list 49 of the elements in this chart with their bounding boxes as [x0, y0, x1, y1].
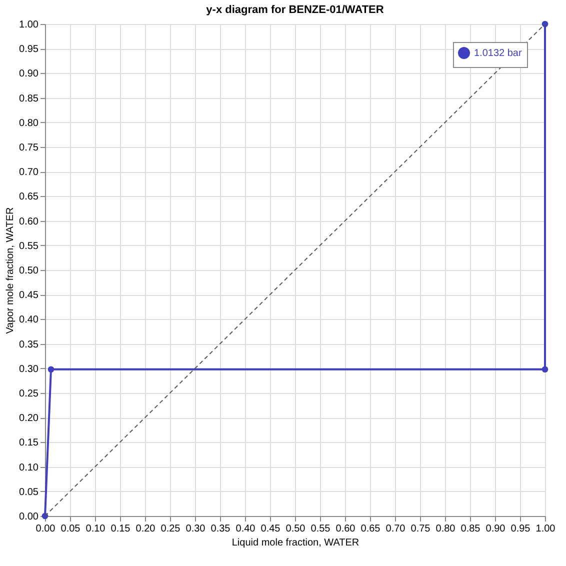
y-tick-label: 0.70 [19, 167, 39, 178]
y-tick-label: 0.05 [19, 486, 39, 498]
y-tick-label: 0.30 [19, 364, 39, 375]
x-tick-label: 0.90 [486, 524, 506, 534]
x-axis-title: Liquid mole fraction, WATER [232, 538, 360, 548]
y-tick-label: 0.00 [19, 512, 39, 522]
x-tick-label: 0.20 [136, 524, 156, 534]
y-tick-label: 0.40 [19, 314, 39, 326]
y-axis-title: Vapor mole fraction, WATER [5, 207, 16, 334]
y-tick-label: 0.60 [19, 216, 39, 228]
legend-label: 1.0132 bar [474, 48, 522, 59]
x-tick-label: 0.45 [260, 524, 281, 534]
y-tick-label: 0.35 [19, 339, 39, 350]
x-tick-label: 0.80 [436, 524, 456, 534]
point [542, 366, 548, 373]
x-tick-label: 0.95 [510, 524, 531, 534]
x-tick-label: 0.55 [310, 524, 331, 534]
y-tick-label: 0.50 [19, 266, 39, 276]
y-tick-label: 0.80 [19, 118, 39, 129]
point [48, 366, 54, 373]
x-tick-label: 0.35 [210, 524, 231, 534]
y-tick-label: 0.25 [19, 388, 39, 400]
x-tick-label: 0.75 [410, 524, 431, 534]
x-tick-label: 0.30 [186, 524, 206, 534]
y-tick-label: 0.15 [19, 438, 39, 449]
y-tick-label: 0.95 [19, 44, 39, 56]
y-tick-label: 0.75 [19, 142, 39, 154]
y-tick-label: 0.55 [19, 240, 39, 252]
chart-title: y-x diagram for BENZE-01/WATER [206, 4, 384, 16]
x-tick-label: 0.40 [236, 524, 256, 534]
y-tick-label: 0.85 [19, 93, 39, 104]
x-tick-label: 0.10 [86, 524, 106, 534]
y-tick-label: 0.45 [19, 290, 39, 302]
y-tick-label: 1.00 [19, 20, 39, 30]
x-tick-label: 0.60 [336, 524, 356, 534]
x-tick-label: 0.70 [386, 524, 406, 534]
y-tick-label: 0.20 [19, 413, 39, 424]
x-tick-label: 0.05 [60, 524, 81, 534]
point [542, 20, 548, 28]
y-tick-label: 0.65 [19, 192, 39, 203]
x-tick-label: 0.85 [460, 524, 481, 534]
x-tick-label: 0.50 [286, 524, 306, 534]
y-tick-label: 0.10 [19, 462, 39, 474]
x-tick-label: 0.15 [110, 524, 131, 534]
x-tick-label: 0.25 [160, 524, 181, 534]
x-tick-label: 1.00 [536, 524, 556, 534]
x-tick-label: 0.00 [36, 524, 56, 534]
y-tick-label: 0.90 [19, 68, 39, 80]
x-tick-label: 0.65 [360, 524, 381, 534]
